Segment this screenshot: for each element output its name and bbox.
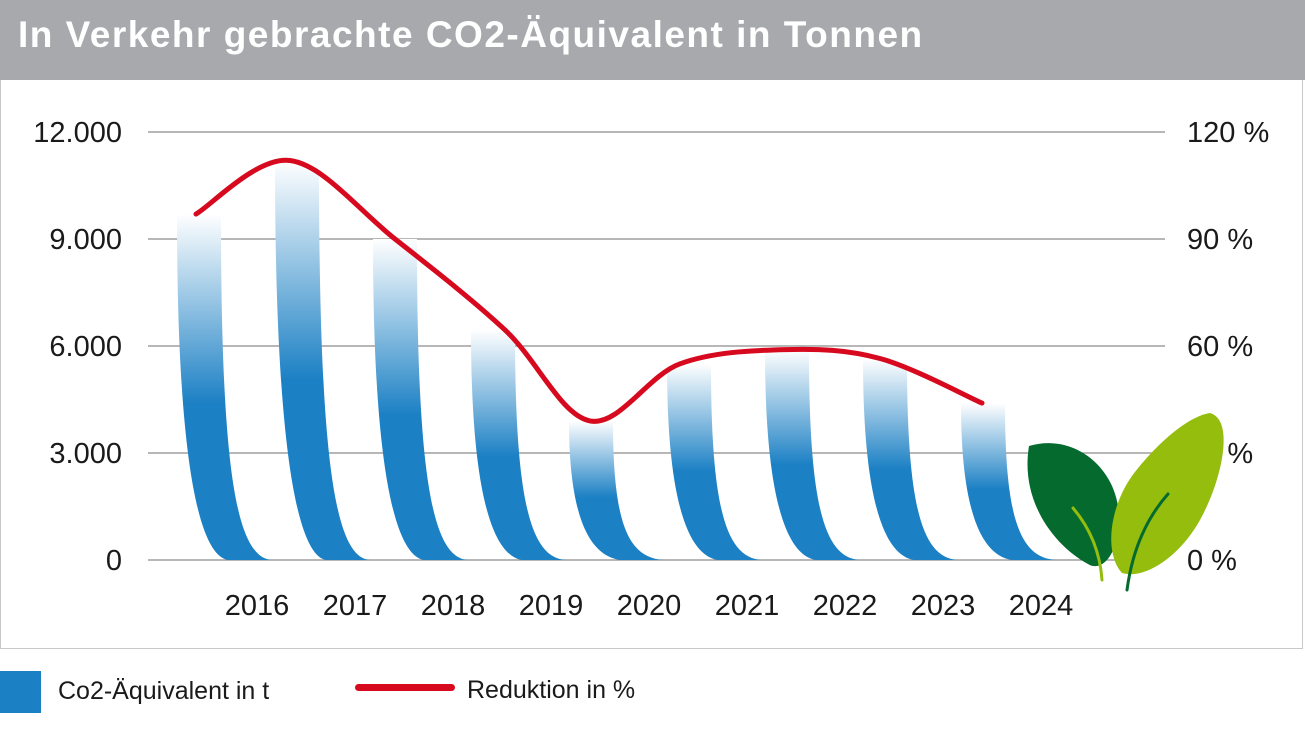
legend-label-bars: Co2-Äquivalent in t: [58, 677, 270, 705]
y-right-tick-label: 120 %: [1187, 117, 1269, 149]
x-tick-label: 2017: [323, 590, 388, 622]
bar-2021: [667, 363, 762, 560]
bar-2023: [863, 358, 958, 560]
y-right-tick-label: 90 %: [1187, 224, 1253, 256]
y-right-tick-label: 0 %: [1187, 545, 1237, 577]
bar-2017: [275, 160, 370, 561]
x-tick-label: 2016: [225, 590, 290, 622]
x-tick-label: 2020: [617, 590, 682, 622]
bar-2018: [373, 239, 468, 560]
legend-swatch-bars: [0, 671, 41, 713]
y-left-tick-label: 0: [106, 545, 122, 577]
y-left-tick-label: 12.000: [33, 117, 122, 149]
legend-label-line: Reduktion in %: [467, 676, 636, 704]
x-tick-label: 2021: [715, 590, 780, 622]
bar-2020: [569, 420, 664, 560]
x-tick-label: 2019: [519, 590, 584, 622]
bar-2024: [961, 403, 1056, 560]
dark-leaf-icon: [1027, 443, 1120, 567]
bar-2016: [177, 214, 272, 561]
y-left-tick-label: 9.000: [49, 224, 122, 256]
bar-2019: [471, 329, 566, 560]
y-right-tick-label: 60 %: [1187, 331, 1253, 363]
x-tick-label: 2023: [911, 590, 976, 622]
bar-2022: [765, 349, 860, 560]
legend-swatch-line: [355, 684, 455, 691]
light-leaf-vein-icon: [1125, 492, 1170, 592]
leaves-decoration: [1027, 413, 1224, 592]
legend: Co2-Äquivalent in t Reduktion in %: [0, 664, 1305, 724]
title-bar: In Verkehr gebrachte CO2-Äquivalent in T…: [0, 0, 1305, 80]
x-tick-label: 2024: [1009, 590, 1074, 622]
chart-title: In Verkehr gebrachte CO2-Äquivalent in T…: [18, 14, 924, 55]
x-tick-label: 2022: [813, 590, 878, 622]
dark-leaf-vein-icon: [1071, 506, 1104, 582]
line-series: [193, 158, 985, 424]
bar-series: [177, 160, 1056, 561]
x-tick-label: 2018: [421, 590, 486, 622]
y-left-tick-label: 3.000: [49, 438, 122, 470]
reduction-line: [193, 158, 985, 424]
chart-frame: [0, 80, 1303, 649]
y-left-tick-label: 6.000: [49, 331, 122, 363]
